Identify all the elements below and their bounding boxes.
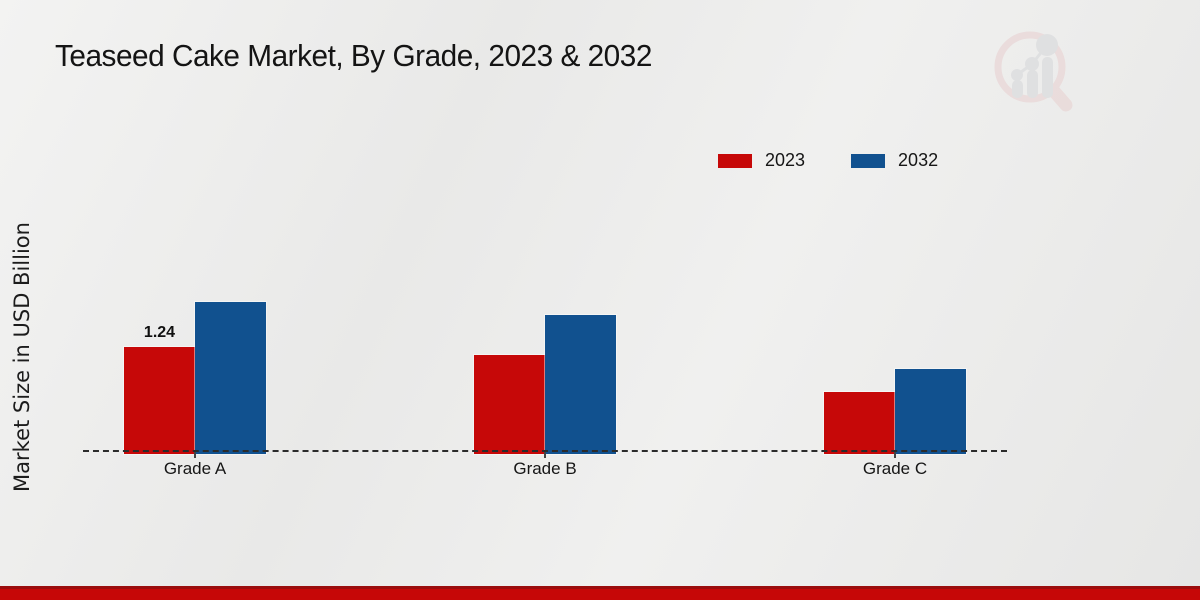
legend-swatch-2023 — [718, 153, 752, 168]
x-axis-tick — [194, 452, 196, 458]
bar-2023-grade-a — [124, 347, 195, 454]
bar-value-label: 1.24 — [143, 324, 176, 341]
x-category-label: Grade C — [862, 459, 928, 478]
legend-label: 2023 — [765, 150, 806, 170]
legend-item-2023: 2023 — [718, 150, 805, 171]
bar-2023-grade-c — [824, 392, 895, 454]
legend-item-2032: 2032 — [851, 150, 938, 171]
x-category-label: Grade B — [513, 459, 577, 478]
x-axis-tick — [894, 452, 896, 458]
legend: 2023 2032 — [718, 150, 938, 171]
bar-2023-grade-b — [474, 355, 545, 454]
x-axis-dashed-line — [83, 450, 1007, 452]
legend-swatch-2032 — [851, 153, 886, 168]
bar-2032-grade-b — [545, 315, 616, 454]
bar-2032-grade-a — [195, 302, 266, 454]
magnifier-bar-chart-logo-icon — [994, 31, 1073, 112]
x-axis-tick — [544, 452, 546, 458]
bar-2032-grade-c — [895, 369, 966, 454]
chart-title: Teaseed Cake Market, By Grade, 2023 & 20… — [55, 38, 652, 73]
legend-label: 2032 — [898, 150, 939, 170]
footer-red-band — [0, 586, 1200, 600]
x-category-label: Grade A — [163, 459, 227, 478]
